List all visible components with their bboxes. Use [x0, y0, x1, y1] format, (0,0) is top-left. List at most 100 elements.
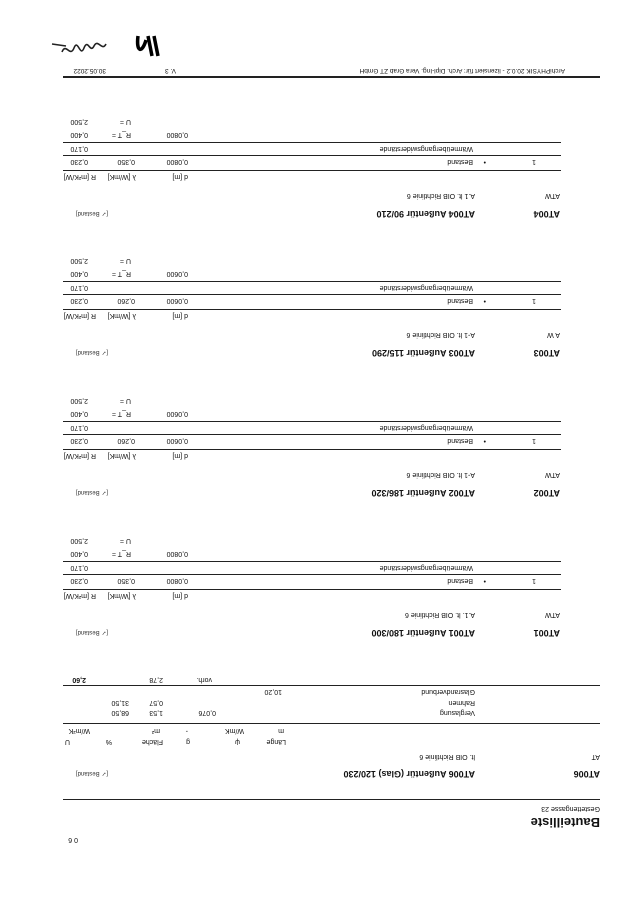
col-header-u: U	[64, 738, 70, 745]
col-header-lambda: λ [W/mK]	[107, 173, 136, 180]
summary-limit: 2,60	[72, 676, 86, 683]
address: Gestettengasse 23	[541, 805, 600, 812]
edge-length: 10,20	[264, 688, 282, 695]
u-value: 2,500	[70, 118, 88, 125]
col-header-g: g	[186, 738, 190, 745]
regulation: A-1 lt. OIB Richtlinie 6	[406, 331, 475, 338]
status-checkbox[interactable]: [✓ Bestand]	[75, 210, 108, 216]
total-thickness: 0,0600	[166, 410, 188, 417]
surface-resistance-label: Wärmeübergangswiderstände	[379, 424, 473, 431]
layer-bullet: •	[483, 577, 486, 584]
col-header-d: d [m]	[172, 452, 188, 459]
component-type: ATW	[544, 611, 560, 618]
col-header-d: d [m]	[172, 592, 188, 599]
row-label-edge: Glasrandverbund	[421, 688, 475, 695]
total-thickness: 0,0800	[166, 550, 188, 557]
col-header-percent: %	[105, 738, 112, 745]
layer-number: 1	[532, 577, 536, 584]
status-checkbox[interactable]: [✓ Bestand]	[75, 489, 108, 495]
layer-lambda: 0,350	[117, 577, 135, 584]
u-label: U =	[119, 118, 131, 125]
footer-date: 30.05.2022	[73, 67, 106, 74]
divider	[63, 449, 561, 450]
component-type: AT	[591, 753, 600, 760]
surface-resistance-value: 0,170	[70, 564, 88, 571]
col-unit-u: W/m²K	[68, 727, 90, 734]
divider	[63, 799, 600, 800]
status-checkbox[interactable]: [✓ Bestand]	[75, 770, 108, 776]
layer-lambda: 0,260	[117, 297, 135, 304]
regulation: A.1 lt. OIB Richtlinie 6	[406, 192, 475, 199]
summary-label: vorh.	[196, 676, 212, 683]
row-label-glazing: Verglasung	[439, 709, 475, 716]
glazing-percent: 68,50	[111, 709, 129, 716]
total-thickness: 0,0600	[166, 270, 188, 277]
status-label: Bestand	[77, 770, 100, 776]
rt-label: R_T =	[111, 550, 131, 557]
component-code: AT003	[533, 348, 560, 358]
divider	[63, 434, 561, 435]
rt-value: 0,400	[70, 410, 88, 417]
checkbox-mark: ✓	[101, 770, 107, 776]
component-title: AT002 Außentür 186/320	[371, 488, 475, 498]
checkbox-mark: ✓	[101, 489, 107, 495]
layer-thickness: 0,0600	[166, 437, 188, 444]
component-type: ATW	[544, 471, 560, 478]
status-label: Bestand	[77, 629, 100, 635]
col-header-d: d [m]	[172, 312, 188, 319]
layer-resistance: 0,230	[70, 158, 88, 165]
col-header-r: R [m²K/W]	[63, 452, 96, 459]
component-code: AT002	[533, 488, 560, 498]
footer-software: ArchiPHYSIK 20.0.2 - lizensiert für: Arc…	[359, 67, 565, 74]
layer-name: Bestand	[447, 158, 473, 165]
component-title: AT006 Außentür (Glas) 120/230	[343, 769, 475, 779]
col-header-r: R [m²K/W]	[63, 173, 96, 180]
col-unit-g: -	[185, 727, 188, 734]
component-title: AT003 Außentür 115/290	[371, 348, 475, 358]
component-code: AT004	[533, 209, 560, 219]
layer-number: 1	[532, 437, 536, 444]
rt-label: R_T =	[111, 270, 131, 277]
total-thickness: 0,0800	[166, 131, 188, 138]
checkbox-mark: ✓	[101, 629, 107, 635]
surface-resistance-value: 0,170	[70, 145, 88, 152]
divider	[63, 685, 600, 686]
footer-version: V. 3	[165, 67, 176, 74]
u-label: U =	[119, 397, 131, 404]
rt-value: 0,400	[70, 131, 88, 138]
rt-value: 0,400	[70, 270, 88, 277]
divider	[63, 281, 561, 282]
summary-value: 2,78	[149, 676, 163, 683]
status-checkbox[interactable]: [✓ Bestand]	[75, 349, 108, 355]
layer-thickness: 0,0600	[166, 297, 188, 304]
u-value: 2,500	[70, 397, 88, 404]
layer-number: 1	[532, 158, 536, 165]
regulation: lt. OIB Richtlinie 6	[419, 753, 475, 760]
layer-lambda: 0,260	[117, 437, 135, 444]
col-header-r: R [m²K/W]	[63, 592, 96, 599]
divider	[63, 421, 561, 422]
surface-resistance-label: Wärmeübergangswiderstände	[379, 145, 473, 152]
col-header-lambda: λ [W/mK]	[107, 452, 136, 459]
component-title: AT004 Außentür 90/210	[376, 209, 475, 219]
col-header-d: d [m]	[172, 173, 188, 180]
col-header-lambda: λ [W/mK]	[107, 592, 136, 599]
checkbox-mark: ✓	[101, 349, 107, 355]
component-type: A W	[547, 331, 560, 338]
layer-bullet: •	[483, 437, 486, 444]
status-label: Bestand	[77, 489, 100, 495]
layer-name: Bestand	[447, 437, 473, 444]
layer-lambda: 0,350	[117, 158, 135, 165]
regulation: A-1 lt. OIB Richtlinie 6	[406, 471, 475, 478]
status-checkbox[interactable]: [✓ Bestand]	[75, 629, 108, 635]
layer-bullet: •	[483, 297, 486, 304]
col-unit-area: m²	[151, 727, 160, 734]
layer-number: 1	[532, 297, 536, 304]
signature-image	[51, 35, 160, 57]
row-label-frame: Rahmen	[448, 699, 475, 706]
frame-area: 0,57	[149, 699, 163, 706]
col-header-area: Fläche	[141, 738, 163, 745]
layer-resistance: 0,230	[70, 577, 88, 584]
layer-name: Bestand	[447, 577, 473, 584]
